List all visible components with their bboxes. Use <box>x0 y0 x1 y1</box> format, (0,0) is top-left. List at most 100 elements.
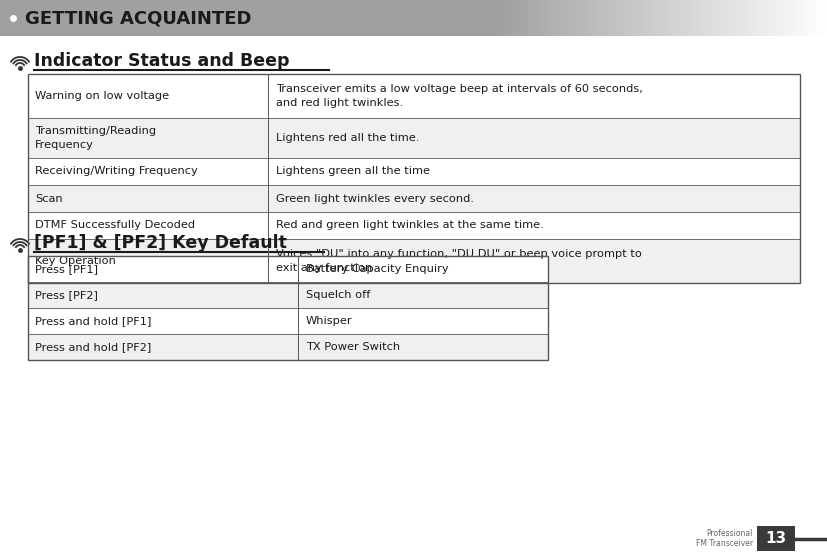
Bar <box>803 0 805 36</box>
Bar <box>623 0 624 36</box>
Bar <box>597 0 599 36</box>
Bar <box>802 0 803 36</box>
Bar <box>742 0 743 36</box>
Bar <box>504 0 506 36</box>
Bar <box>594 0 595 36</box>
Bar <box>762 0 763 36</box>
Bar <box>795 0 796 36</box>
Text: Transceiver emits a low voltage beep at intervals of 60 seconds,
and red light t: Transceiver emits a low voltage beep at … <box>276 84 643 107</box>
Bar <box>28 256 548 282</box>
Bar <box>671 0 672 36</box>
Bar <box>763 0 764 36</box>
Bar <box>536 0 538 36</box>
Text: [PF1] & [PF2] Key Default: [PF1] & [PF2] Key Default <box>34 234 287 252</box>
Bar <box>555 0 557 36</box>
Bar <box>664 0 665 36</box>
Bar <box>645 0 647 36</box>
Bar <box>506 0 507 36</box>
Bar <box>781 0 782 36</box>
Bar <box>586 0 588 36</box>
Bar <box>575 0 576 36</box>
Bar <box>784 0 786 36</box>
Bar <box>814 0 815 36</box>
Bar <box>701 0 703 36</box>
Bar <box>789 0 791 36</box>
Bar <box>502 0 504 36</box>
Bar <box>805 0 806 36</box>
Bar <box>595 0 596 36</box>
Bar <box>748 0 749 36</box>
Bar <box>28 334 548 360</box>
Bar <box>642 0 643 36</box>
Bar <box>823 0 825 36</box>
Bar <box>571 0 572 36</box>
Bar <box>0 0 500 36</box>
Bar <box>676 0 678 36</box>
Bar <box>690 0 691 36</box>
Text: Lightens green all the time: Lightens green all the time <box>276 167 430 177</box>
Bar <box>510 0 512 36</box>
Bar <box>692 0 693 36</box>
Bar <box>523 0 524 36</box>
Bar <box>527 0 528 36</box>
Bar <box>569 0 571 36</box>
Bar <box>744 0 746 36</box>
Bar <box>658 0 659 36</box>
Bar <box>811 0 812 36</box>
Bar <box>767 0 768 36</box>
Bar <box>522 0 523 36</box>
Bar <box>806 0 808 36</box>
Bar <box>600 0 602 36</box>
Bar <box>518 0 519 36</box>
Bar <box>747 0 748 36</box>
Text: DTMF Successfully Decoded: DTMF Successfully Decoded <box>35 220 195 230</box>
Bar <box>529 0 531 36</box>
Bar <box>743 0 744 36</box>
Bar <box>712 0 713 36</box>
Bar <box>581 0 582 36</box>
Bar <box>500 0 501 36</box>
Bar <box>520 0 521 36</box>
Bar <box>798 0 800 36</box>
Bar <box>825 0 826 36</box>
Bar <box>583 0 585 36</box>
Text: Whisper: Whisper <box>306 316 352 326</box>
Bar <box>578 0 580 36</box>
Bar <box>706 0 707 36</box>
Bar <box>550 0 552 36</box>
Bar <box>796 0 797 36</box>
Text: Lightens red all the time.: Lightens red all the time. <box>276 133 419 143</box>
Bar <box>568 0 569 36</box>
Bar <box>540 0 541 36</box>
Bar <box>562 0 563 36</box>
Bar <box>639 0 641 36</box>
Bar <box>28 74 800 118</box>
Bar <box>756 0 758 36</box>
Bar <box>782 0 783 36</box>
Bar <box>541 0 543 36</box>
Bar <box>809 0 810 36</box>
Bar <box>684 0 685 36</box>
Bar <box>778 0 780 36</box>
Bar <box>702 0 704 36</box>
Bar <box>513 0 514 36</box>
Bar <box>28 158 800 185</box>
Bar <box>617 0 619 36</box>
Bar <box>643 0 644 36</box>
Bar <box>632 0 633 36</box>
Bar <box>707 0 709 36</box>
Bar <box>752 0 753 36</box>
Bar <box>611 0 613 36</box>
Bar <box>519 0 520 36</box>
Bar <box>534 0 535 36</box>
Bar <box>824 0 825 36</box>
Bar <box>589 0 590 36</box>
Bar <box>680 0 681 36</box>
Bar <box>753 0 754 36</box>
Bar <box>659 0 661 36</box>
Bar <box>780 0 781 36</box>
Bar <box>738 0 739 36</box>
Bar <box>657 0 658 36</box>
Text: Press [PF1]: Press [PF1] <box>35 264 98 274</box>
Bar <box>512 0 513 36</box>
